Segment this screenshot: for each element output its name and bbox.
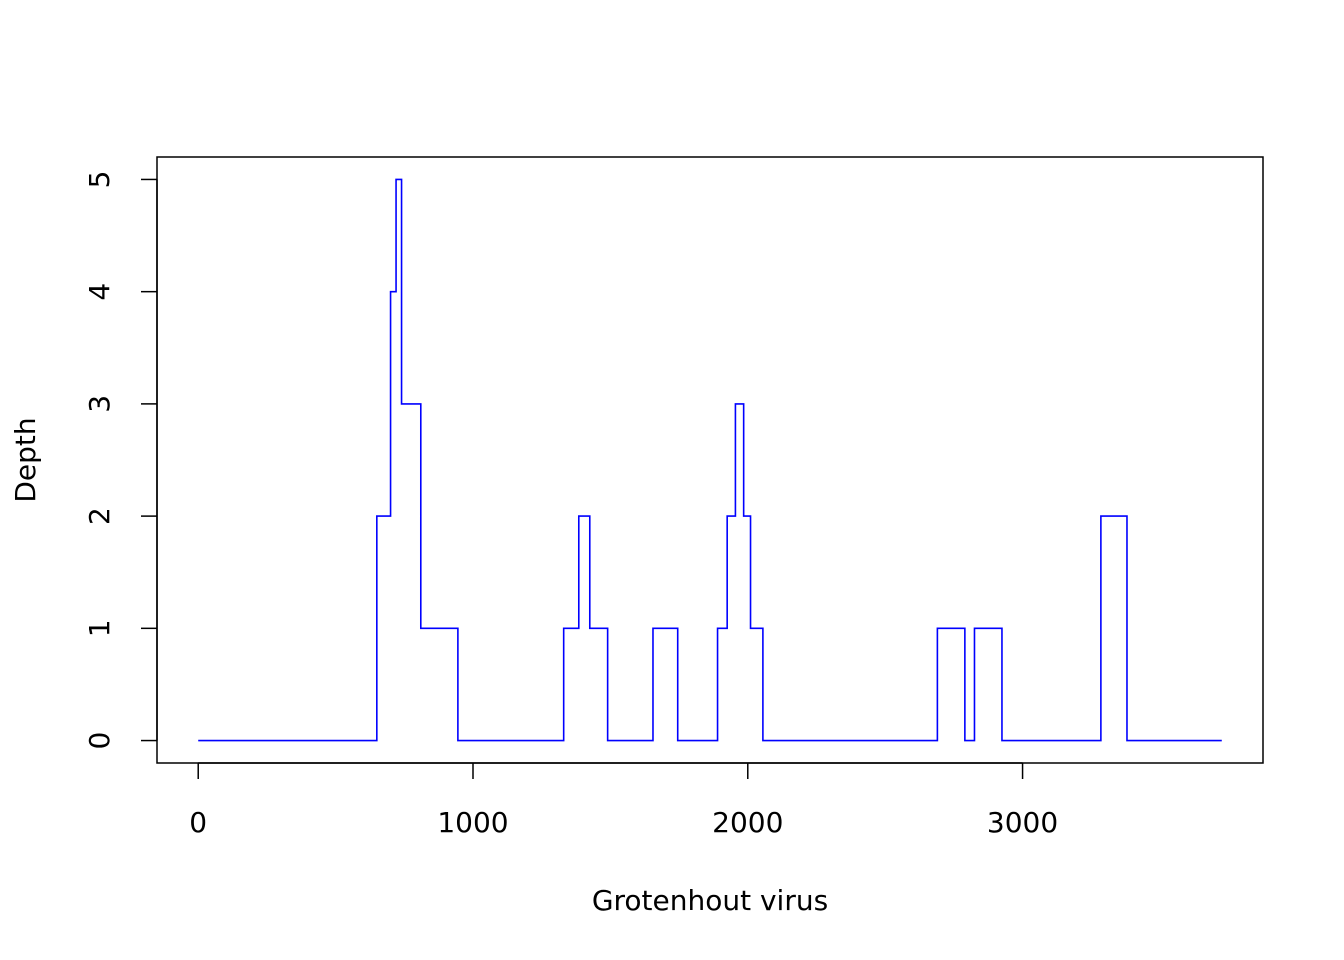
y-axis-title: Depth — [9, 417, 42, 502]
y-tick-label: 5 — [83, 171, 116, 189]
x-tick-label: 0 — [189, 806, 207, 839]
y-tick-label: 1 — [83, 619, 116, 637]
y-tick-label: 3 — [83, 395, 116, 413]
y-tick-label: 4 — [83, 283, 116, 301]
x-axis-title: Grotenhout virus — [592, 884, 828, 917]
x-tick-label: 2000 — [712, 806, 783, 839]
plot-frame — [156, 156, 1264, 764]
y-axis: 0 1 2 3 4 5 — [83, 171, 158, 750]
series-layer — [198, 178, 1222, 742]
x-tick-label: 3000 — [987, 806, 1058, 839]
x-tick-label: 1000 — [437, 806, 508, 839]
y-tick-label: 0 — [83, 732, 116, 750]
y-tick-label: 2 — [83, 507, 116, 525]
x-axis: 0 1000 2000 3000 — [189, 762, 1058, 839]
depth-series-line — [198, 178, 1222, 742]
